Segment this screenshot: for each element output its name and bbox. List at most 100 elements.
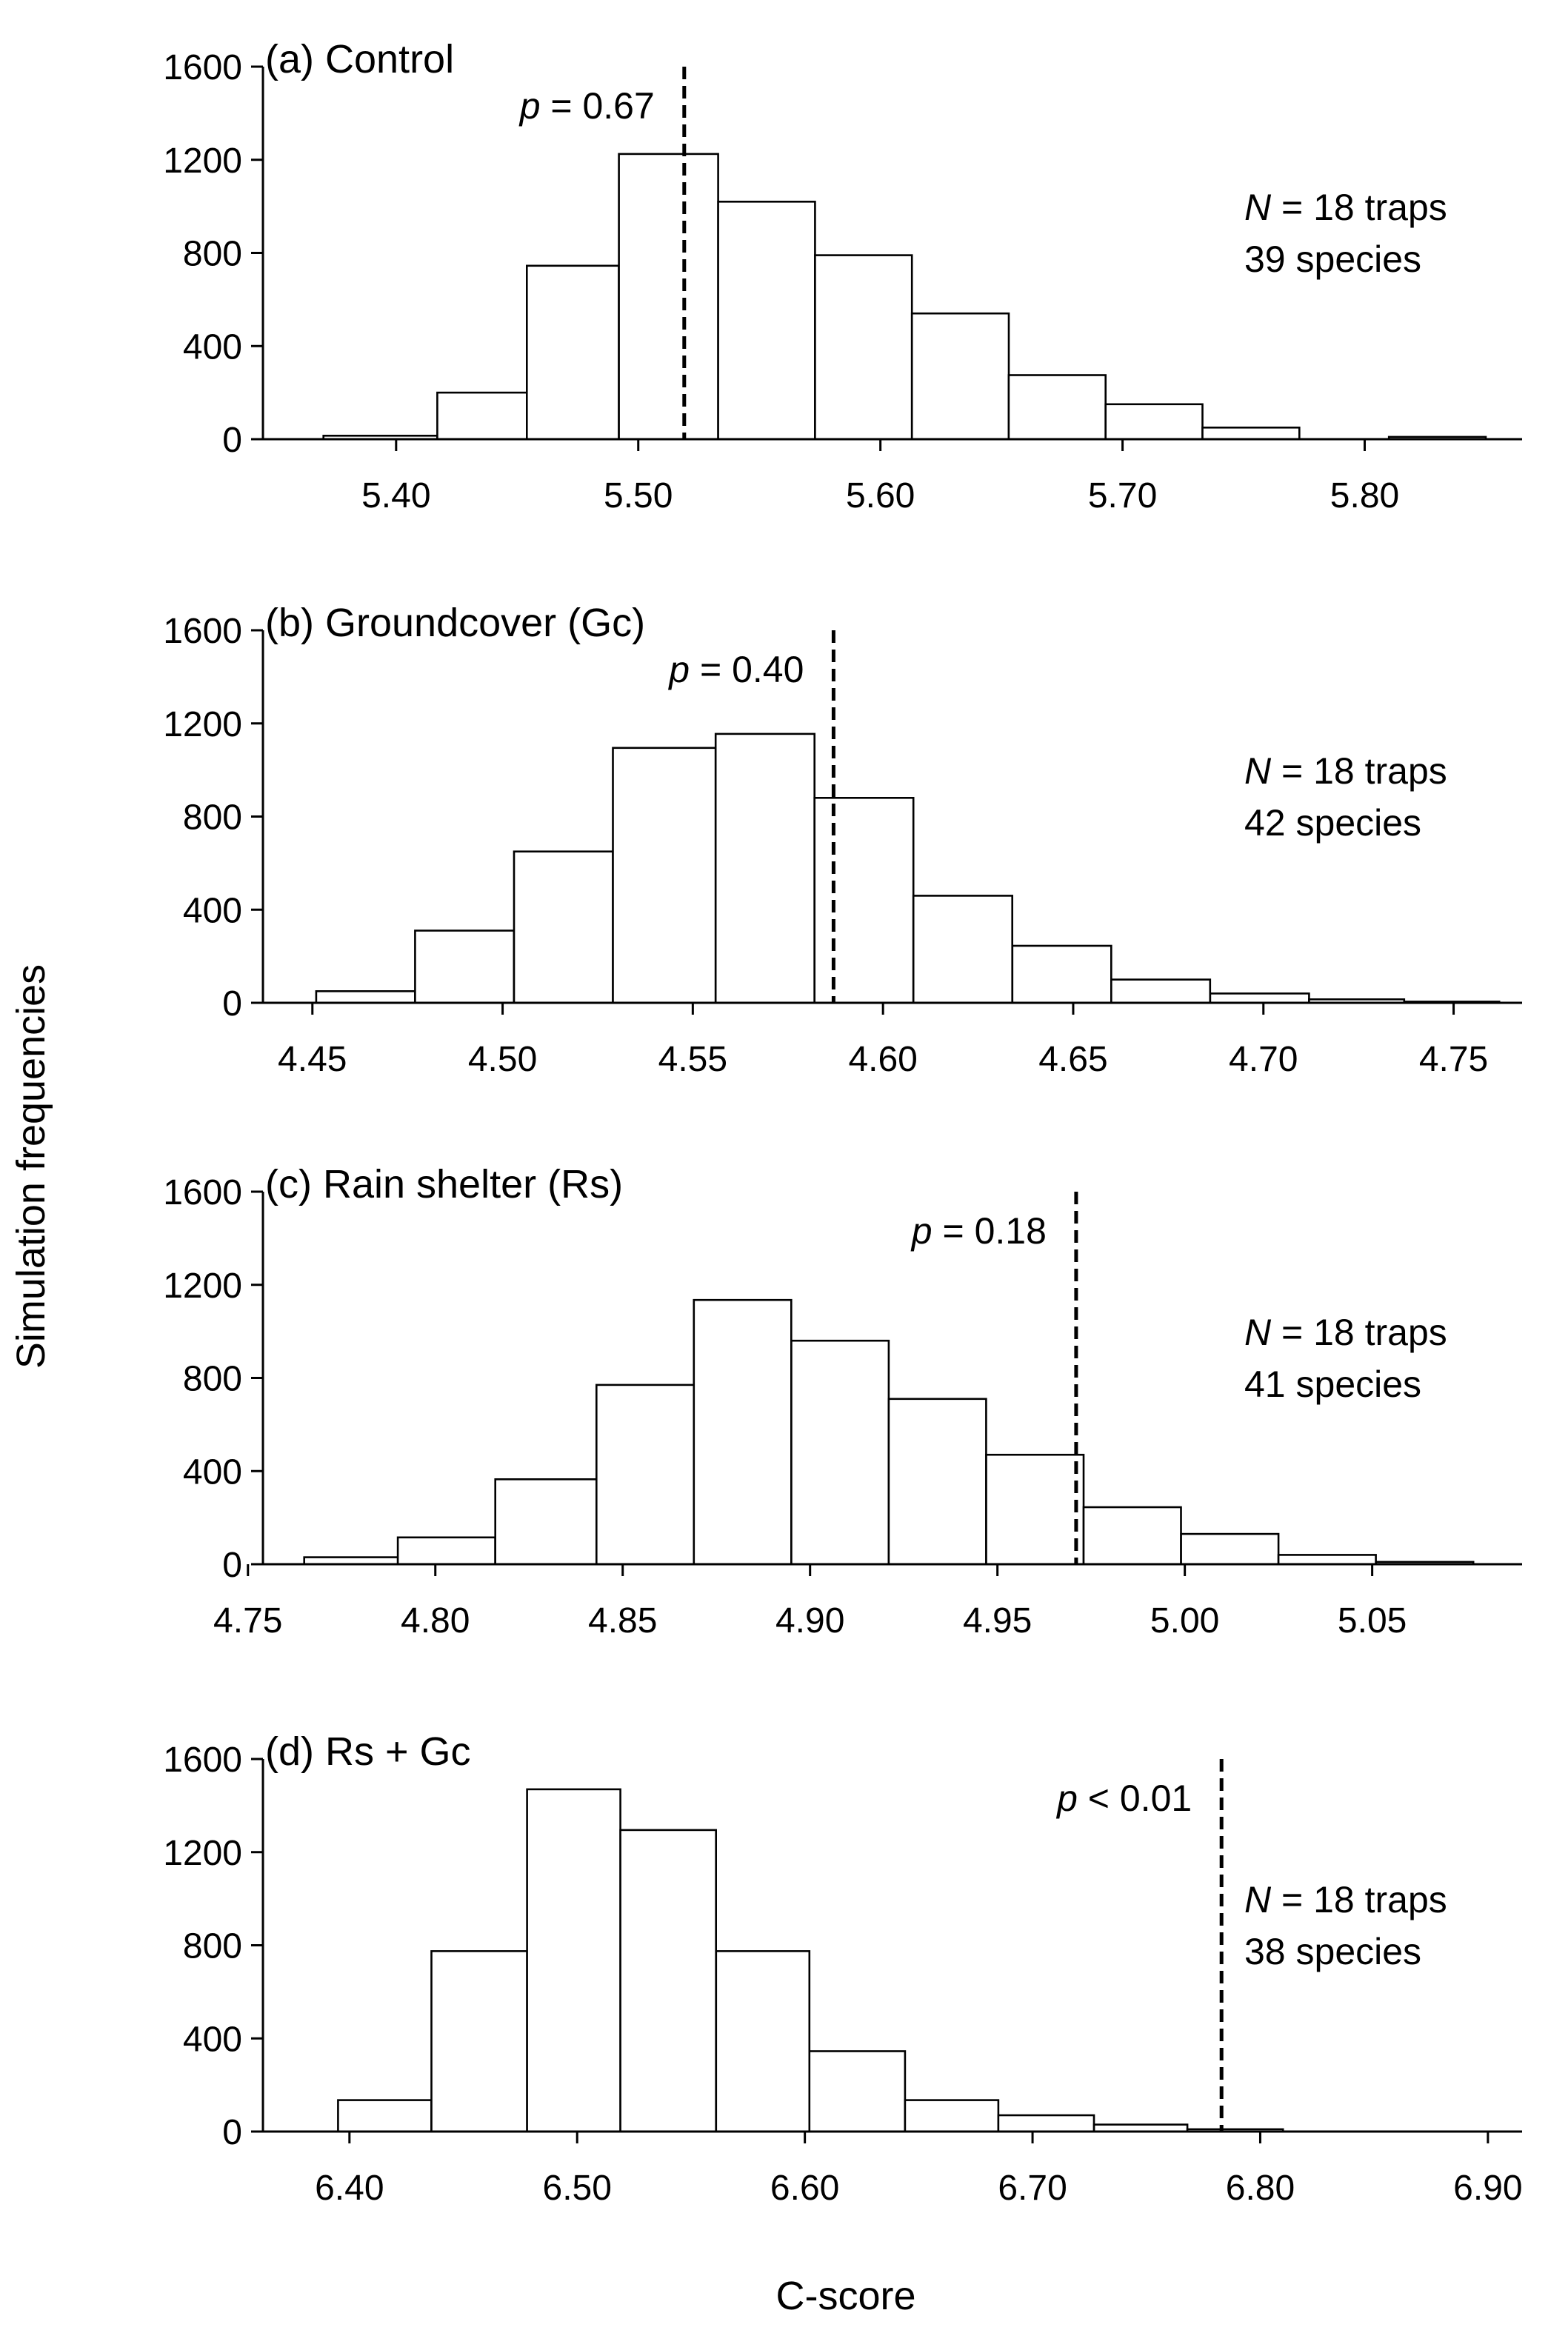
y-tick-label: 1200: [163, 705, 242, 744]
n-symbol: N: [1244, 1879, 1272, 1920]
p-value-label: p = 0.67: [518, 85, 655, 127]
histogram-bar: [1104, 403, 1204, 441]
p-value-label: p = 0.40: [667, 649, 804, 690]
y-tick-label: 0: [222, 421, 242, 460]
y-tick-label: 400: [183, 327, 242, 367]
x-tick-label: 4.75: [213, 1601, 282, 1641]
panel-title: (d) Rs + Gc: [265, 1729, 471, 1774]
x-tick-label: 5.70: [1088, 476, 1157, 515]
species-count-label: 42 species: [1244, 802, 1421, 844]
x-tick-label: 6.40: [315, 2169, 384, 2208]
x-tick-label: 4.95: [963, 1601, 1032, 1641]
histogram-bar: [430, 1950, 528, 2133]
p-value-label: p = 0.18: [910, 1210, 1047, 1252]
p-value: < 0.01: [1078, 1778, 1192, 1819]
y-tick-label: 800: [183, 798, 242, 838]
x-tick-label: 6.90: [1453, 2169, 1522, 2208]
y-tick-label: 800: [183, 235, 242, 274]
y-tick-label: 1200: [163, 1266, 242, 1306]
n-value: = 18 traps: [1271, 1879, 1447, 1920]
y-tick-label: 1600: [163, 1740, 242, 1780]
histogram-bar: [414, 929, 516, 1004]
y-tick-label: 400: [183, 2020, 242, 2059]
histogram-bar: [315, 990, 416, 1004]
histogram-bar: [526, 1788, 621, 2133]
histogram-bar: [1180, 1532, 1280, 1566]
histogram-bar: [1201, 426, 1301, 441]
histogram-bar: [525, 264, 620, 441]
n-symbol: N: [1244, 187, 1272, 228]
x-tick-label: 4.55: [658, 1040, 727, 1079]
species-count-label: 39 species: [1244, 238, 1421, 280]
p-value: = 0.67: [541, 85, 655, 127]
histogram-bar: [595, 1384, 695, 1566]
y-axis-title: Simulation frequencies: [9, 964, 53, 1369]
x-tick-label: 5.60: [846, 476, 915, 515]
p-value: = 0.40: [690, 649, 804, 690]
sample-size-label: N = 18 traps: [1244, 750, 1447, 792]
species-count-label: 38 species: [1244, 1931, 1421, 1972]
y-tick-label: 400: [183, 891, 242, 930]
n-symbol: N: [1244, 750, 1272, 792]
panel-title: (c) Rain shelter (Rs): [265, 1162, 623, 1206]
panel-b: 0 400 800 1200 1600 4.45 4.50 4.55 4.60 4.65 4.70 4…: [163, 601, 1522, 1079]
histogram-bar: [904, 2099, 1000, 2133]
y-tick-label: 1600: [163, 1173, 242, 1212]
species-count-label: 41 species: [1244, 1364, 1421, 1405]
histogram-bar: [910, 312, 1010, 441]
y-tick-label: 1200: [163, 141, 242, 181]
x-tick-label: 5.40: [361, 476, 430, 515]
p-value: = 0.18: [933, 1210, 1047, 1252]
histogram-bar: [813, 797, 915, 1004]
sample-size-label: N = 18 traps: [1244, 1879, 1447, 1920]
p-symbol: p: [667, 649, 690, 690]
x-tick-label: 4.45: [278, 1040, 347, 1079]
p-value-label: p < 0.01: [1055, 1778, 1192, 1819]
histogram-bar: [814, 254, 913, 441]
x-tick-label: 4.90: [775, 1601, 844, 1641]
panel-a: 0 400 800 1200 1600 5.40 5.50 5.60 5.70 5.80 (a) C…: [163, 37, 1522, 515]
x-tick-label: 6.80: [1226, 2169, 1295, 2208]
x-tick-label: 4.75: [1419, 1040, 1488, 1079]
n-value: = 18 traps: [1271, 187, 1447, 228]
x-tick-label: 6.50: [543, 2169, 612, 2208]
panel-d: 0 400 800 1200 1600 6.40 6.50 6.60 6.70 6.80 6.90 (…: [163, 1729, 1522, 2208]
x-axis-title: C-score: [775, 2274, 915, 2318]
histogram-bar: [887, 1398, 987, 1566]
histogram-bar: [717, 200, 816, 441]
y-tick-label: 0: [222, 2113, 242, 2152]
histogram-bar: [494, 1478, 598, 1566]
histogram-bar: [912, 895, 1013, 1004]
x-tick-label: 5.80: [1330, 476, 1399, 515]
y-tick-label: 400: [183, 1452, 242, 1492]
p-symbol: p: [910, 1210, 933, 1252]
n-value: = 18 traps: [1271, 1312, 1447, 1353]
histogram-bar: [1082, 1506, 1182, 1566]
histogram-bar: [618, 153, 719, 441]
histogram-bar: [1110, 978, 1212, 1004]
x-tick-label: 5.50: [604, 476, 673, 515]
histogram-bar: [436, 391, 528, 441]
panel-title: (a) Control: [265, 37, 454, 81]
histogram-bar: [997, 2114, 1095, 2133]
y-tick-label: 800: [183, 1927, 242, 1966]
histogram-bar: [396, 1536, 496, 1566]
y-tick-label: 1600: [163, 48, 242, 87]
y-tick-label: 800: [183, 1360, 242, 1399]
x-tick-label: 5.05: [1338, 1601, 1407, 1641]
histogram-bar: [1209, 992, 1310, 1004]
sample-size-label: N = 18 traps: [1244, 187, 1447, 228]
histogram-bar: [693, 1298, 793, 1566]
y-tick-label: 1600: [163, 612, 242, 651]
histogram-bar: [612, 747, 717, 1004]
p-symbol: p: [518, 85, 541, 127]
histogram-bar: [513, 850, 614, 1004]
histogram-bar: [985, 1453, 1085, 1566]
histogram-bar: [1007, 374, 1107, 441]
x-tick-label: 4.85: [588, 1601, 657, 1641]
histogram-bar: [714, 732, 816, 1004]
panel-c: 0 400 800 1200 1600 4.75 4.80 4.85 4.90 4.95 5.00 5…: [163, 1162, 1522, 1641]
x-tick-label: 6.70: [998, 2169, 1067, 2208]
histogram-bar: [790, 1339, 890, 1566]
